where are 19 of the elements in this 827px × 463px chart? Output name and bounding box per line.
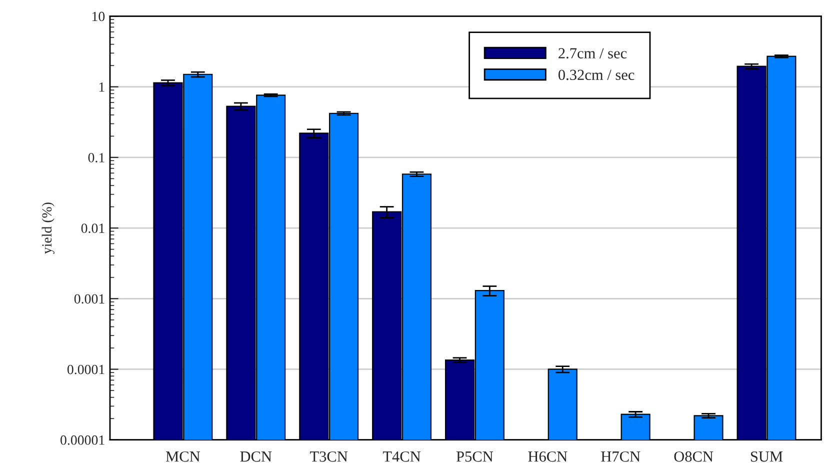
legend-label: 2.7cm / sec <box>558 48 627 59</box>
x-tick-label: MCN <box>166 451 200 462</box>
x-tick-label: T4CN <box>382 451 421 462</box>
x-tick-label: SUM <box>750 451 783 462</box>
y-tick-label: 0.1 <box>88 153 104 162</box>
y-axis-title: yield (%) <box>42 202 54 254</box>
y-tick-label: 0.00001 <box>60 435 104 445</box>
x-tick-label: T3CN <box>310 451 348 462</box>
y-tick-label: 10 <box>92 12 105 22</box>
x-tick-label: O8CN <box>674 451 714 462</box>
y-tick-label: 0.01 <box>81 224 104 234</box>
legend-label: 0.32cm / sec <box>558 70 634 80</box>
x-tick-label: P5CN <box>456 451 494 462</box>
x-tick-label: DCN <box>240 451 272 462</box>
y-tick-label: 0.0001 <box>67 364 104 374</box>
y-tick-label: 0.001 <box>74 294 104 304</box>
x-tick-label: H6CN <box>528 451 568 462</box>
y-tick-label: 1 <box>99 82 104 92</box>
x-tick-label: H7CN <box>601 451 640 462</box>
